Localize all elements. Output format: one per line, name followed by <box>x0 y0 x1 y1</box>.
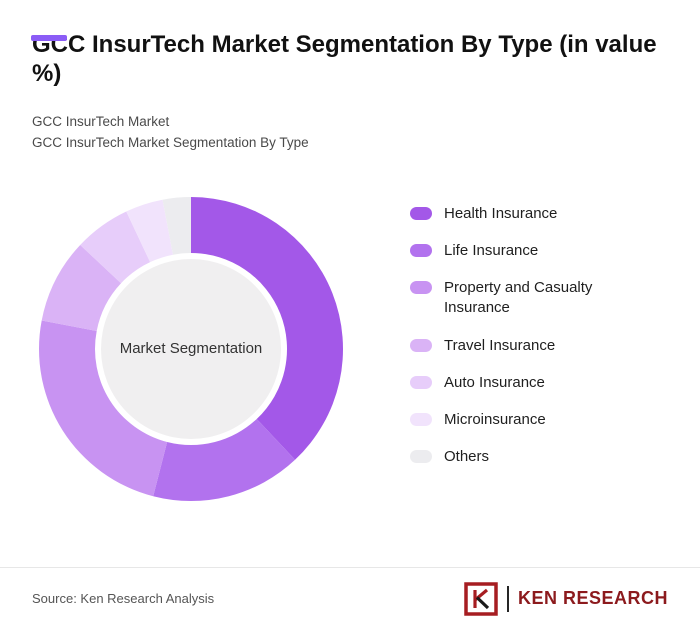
subtitle-market: GCC InsurTech Market <box>32 113 170 129</box>
donut-segment <box>38 320 168 496</box>
donut-segment <box>80 211 151 284</box>
legend-label: Others <box>444 448 490 466</box>
legend-item: Auto Insurance <box>410 373 610 393</box>
donut-segment <box>41 244 122 331</box>
legend-item: Life Insurance <box>410 241 610 261</box>
accent-mark <box>31 35 67 41</box>
chart-subtitles: GCC InsurTech Market GCC InsurTech Marke… <box>32 111 668 154</box>
legend-label: Property and Casualty Insurance <box>444 279 593 317</box>
legend-swatch <box>410 413 432 427</box>
donut-center <box>101 258 281 439</box>
legend-item: Microinsurance <box>410 410 610 430</box>
donut-segment <box>191 196 343 460</box>
chart-legend: Health Insurance Life Insurance Property a… <box>410 188 610 468</box>
donut-segment <box>126 199 174 262</box>
legend-item: Property and Casualty Insurance <box>410 278 610 319</box>
footer: Source: Ken Research Analysis KEN RESEAR… <box>0 567 700 629</box>
legend-label: Travel Insurance <box>444 336 556 354</box>
legend-label: Microinsurance <box>444 411 546 429</box>
legend-swatch <box>410 243 432 257</box>
subtitle-segmentation: GCC InsurTech Market Segmentation By Typ… <box>32 135 309 151</box>
legend-label: Life Insurance <box>444 241 539 259</box>
donut-segment <box>162 196 191 255</box>
legend-swatch <box>410 375 432 389</box>
legend-item: Travel Insurance <box>410 336 610 356</box>
legend-label: Health Insurance <box>444 204 558 222</box>
legend-item: Health Insurance <box>410 204 610 224</box>
legend-label: Auto Insurance <box>444 373 545 391</box>
legend-item: Others <box>410 447 610 467</box>
legend-swatch <box>410 281 432 295</box>
report-page: GCC InsurTech Market Segmentation By Typ… <box>0 30 700 629</box>
chart-area: Market Segmentation Health Insurance Life… <box>30 188 668 510</box>
legend-swatch <box>410 450 432 464</box>
legend-swatch <box>410 338 432 352</box>
page-title: GCC InsurTech Market Segmentation By Typ… <box>32 31 657 88</box>
donut-svg <box>38 196 343 501</box>
donut-segment <box>153 418 296 501</box>
legend-swatch <box>410 206 432 220</box>
donut-chart: Market Segmentation <box>30 188 352 510</box>
